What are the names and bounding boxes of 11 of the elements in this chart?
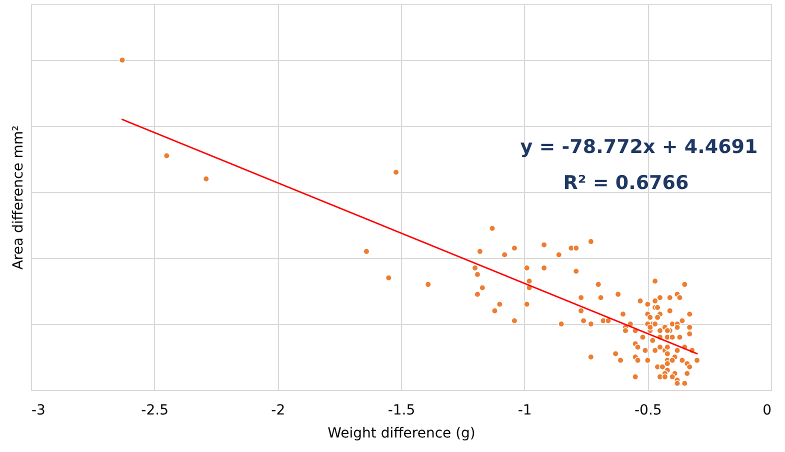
x-tick-label: -0.5 bbox=[634, 402, 662, 418]
x-axis-title: Weight difference (g) bbox=[328, 426, 476, 442]
x-tick-label: -2.5 bbox=[141, 402, 168, 418]
x-tick-label: -1 bbox=[518, 402, 532, 418]
x-tick-label: -3 bbox=[32, 402, 46, 418]
x-tick-label: 0 bbox=[762, 402, 772, 418]
x-tick-label: -2 bbox=[271, 402, 286, 418]
x-tick-label: -1.5 bbox=[388, 402, 416, 418]
annotation: R² = 0.6766 bbox=[563, 172, 689, 194]
y-axis-title: Area difference mm² bbox=[10, 125, 26, 270]
annotation: y = -78.772x + 4.4691 bbox=[520, 136, 758, 158]
